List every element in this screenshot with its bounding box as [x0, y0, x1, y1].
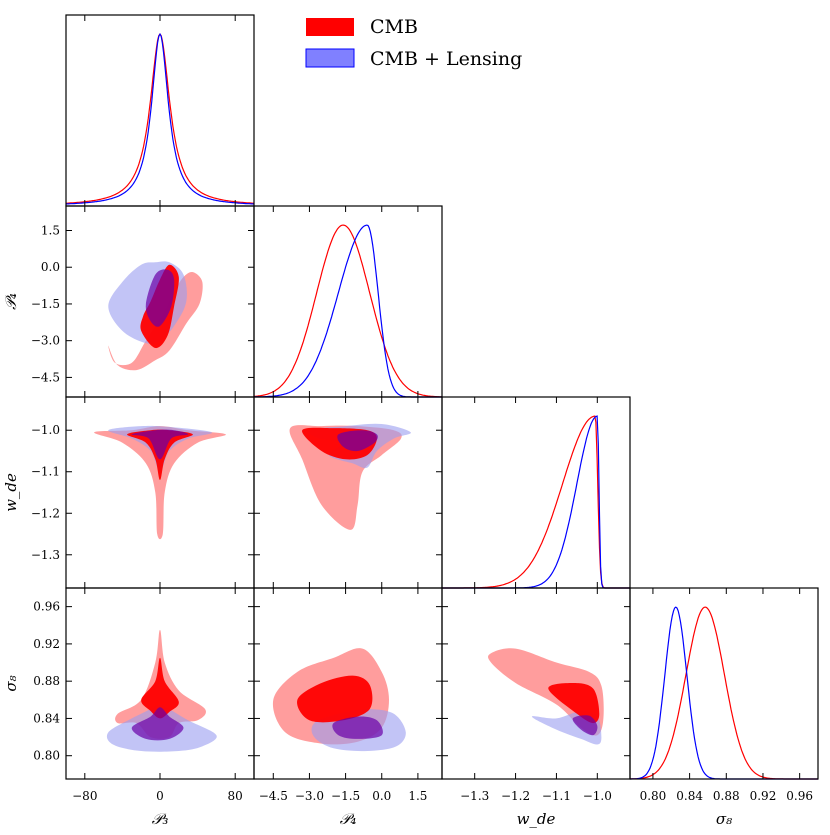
x-tick-label-s8: 0.88: [713, 789, 740, 803]
panel-frame-P3-P3: [65, 14, 255, 207]
legend-label-cmb: CMB: [370, 16, 418, 38]
y-tick-label-P4: 0.0: [41, 260, 60, 274]
contour-inner-cmb-lensing-s8_wde: [572, 715, 598, 736]
x-tick-label-s8: 0.92: [750, 789, 777, 803]
y-tick-label-s8: 0.88: [33, 674, 60, 688]
y-tick-label-P4: −1.5: [31, 297, 60, 311]
x-tick-label-P4: −1.5: [331, 789, 360, 803]
y-tick-label-P4: −3.0: [31, 334, 60, 348]
y-tick-label-wde: −1.0: [31, 423, 60, 437]
panel-frame-s8-s8: [629, 587, 819, 780]
contour-inner-cmb-s8_wde: [548, 683, 600, 724]
y-tick-label-P4: 1.5: [41, 223, 60, 237]
x-tick-label-P4: −3.0: [295, 789, 324, 803]
x-tick-label-s8: 0.80: [640, 789, 667, 803]
y-axis-label-P4: 𝒫₄: [2, 293, 20, 310]
legend: CMB CMB + Lensing: [305, 16, 522, 70]
x-tick-label-P3: −80: [72, 789, 97, 803]
x-tick-label-P3: 80: [228, 789, 243, 803]
legend-label-cmb-lensing: CMB + Lensing: [370, 48, 522, 70]
x-tick-label-P4: −4.5: [259, 789, 288, 803]
panel-frame-wde-wde: [441, 396, 631, 589]
y-tick-label-s8: 0.84: [33, 711, 60, 725]
contour-inner-cmb-lensing-wde_P3: [131, 429, 189, 460]
contour-inner-cmb-s8_P3: [141, 657, 179, 719]
x-axis-label-s8: σ₈: [716, 810, 732, 828]
y-axis-label-s8: σ₈: [2, 675, 20, 691]
contour-inner-cmb-lensing-wde_P4: [337, 430, 378, 452]
y-tick-label-P4: −4.5: [31, 370, 60, 384]
marginal-cmb-lensing-wde: [442, 415, 630, 589]
y-tick-label-s8: 0.96: [33, 600, 60, 614]
legend-swatch-cmb: [306, 18, 354, 36]
x-tick-label-wde: −1.2: [501, 789, 530, 803]
y-tick-label-s8: 0.92: [33, 637, 60, 651]
x-tick-label-s8: 0.96: [786, 789, 813, 803]
x-tick-label-s8: 0.84: [676, 789, 703, 803]
x-tick-label-wde: −1.3: [460, 789, 489, 803]
y-tick-label-s8: 0.80: [33, 749, 60, 763]
x-tick-label-wde: −1.1: [542, 789, 571, 803]
marginal-cmb-lensing-s8: [630, 606, 818, 780]
x-tick-label-wde: −1.0: [583, 789, 612, 803]
panel-frame-P4-P4: [253, 205, 443, 398]
x-axis-label-P3: 𝒫₃: [152, 810, 169, 828]
x-tick-label-P4: 0.0: [372, 789, 391, 803]
x-tick-label-P3: 0: [156, 789, 164, 803]
marginal-cmb-s8: [630, 606, 818, 780]
contour-outer-cmb-wde_P3: [94, 426, 226, 540]
contour-inner-cmb-lensing-P4_P3: [145, 269, 175, 327]
y-tick-label-wde: −1.2: [31, 506, 60, 520]
marginal-cmb-wde: [442, 415, 630, 589]
marginal-cmb-P3: [66, 33, 254, 204]
marginal-cmb-lensing-P4: [254, 224, 442, 398]
x-axis-label-P4: 𝒫₄: [340, 810, 357, 828]
marginal-cmb-P4: [253, 224, 442, 398]
marginal-cmb-lensing-P3: [65, 32, 255, 205]
contour-inner-cmb-lensing-s8_P3: [131, 707, 184, 741]
y-axis-label-wde: w_de: [2, 473, 20, 512]
x-axis-label-wde: w_de: [517, 810, 556, 828]
y-tick-label-wde: −1.1: [31, 465, 60, 479]
contour-inner-cmb-lensing-s8_P4: [332, 716, 383, 739]
legend-swatch-cmb-lensing: [305, 48, 355, 68]
x-tick-label-P4: 1.5: [408, 789, 427, 803]
y-tick-label-wde: −1.3: [31, 548, 60, 562]
contour-inner-cmb-s8_P4: [297, 675, 373, 723]
